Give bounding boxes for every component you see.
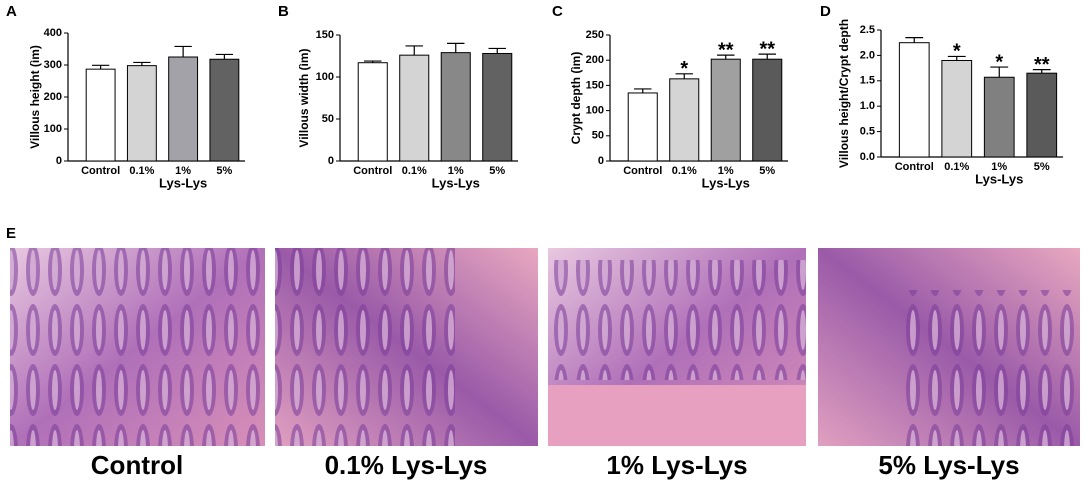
y-axis-label: Villous height/Crypt depth (837, 19, 851, 168)
x-tick-label: 5% (489, 165, 505, 177)
y-tick-label: 150 (316, 29, 334, 41)
x-axis-label: Lys-Lys (975, 171, 1023, 186)
image-texture (548, 260, 806, 380)
y-tick-label: 2.5 (860, 24, 875, 36)
panel-label: A (6, 3, 17, 20)
image-caption: 0.1% Lys-Lys (325, 450, 488, 480)
bar (126, 65, 157, 162)
y-tick-label: 0 (598, 155, 604, 167)
bar (482, 52, 513, 162)
significance: * (680, 58, 688, 80)
panel-label: D (820, 3, 831, 20)
x-axis-label: Lys-Lys (702, 175, 750, 190)
y-tick-label: 100 (586, 105, 604, 117)
bar (168, 56, 199, 162)
y-axis-label: Villous width (ìm) (297, 48, 311, 147)
x-tick-label: Control (623, 165, 662, 177)
y-tick-label: 50 (322, 113, 334, 125)
x-tick-label: 5% (759, 165, 775, 177)
bar (1026, 72, 1058, 158)
bar (627, 92, 658, 162)
x-tick-label: 0.1% (672, 165, 697, 177)
x-tick-label: 5% (1034, 161, 1050, 173)
image-texture (900, 290, 1080, 446)
bar (941, 59, 973, 158)
x-tick-label: Control (895, 161, 934, 173)
image-caption: 1% Lys-Lys (606, 450, 747, 480)
bar (710, 58, 741, 162)
image-caption: Control (91, 450, 183, 480)
significance: ** (1034, 54, 1050, 76)
bar (209, 58, 240, 162)
bar (85, 68, 116, 162)
y-tick-label: 150 (586, 79, 604, 91)
y-tick-label: 1.5 (860, 75, 875, 87)
x-tick-label: 1% (175, 165, 191, 177)
y-tick-label: 1.0 (860, 100, 875, 112)
y-tick-label: 2.0 (860, 49, 875, 61)
y-tick-label: 0.0 (860, 151, 875, 163)
histology-images (10, 248, 1080, 446)
y-tick-label: 0.5 (860, 126, 875, 138)
bar (983, 76, 1015, 158)
bar (898, 42, 930, 158)
image-texture (10, 248, 265, 446)
significance: ** (718, 39, 734, 61)
image-caption: 5% Lys-Lys (878, 450, 1019, 480)
bar (357, 62, 388, 162)
bar (440, 52, 471, 162)
y-tick-label: 250 (586, 29, 604, 41)
x-axis-label: Lys-Lys (432, 175, 480, 190)
y-axis-label: Crypt depth (ìm) (569, 52, 583, 145)
x-tick-label: 0.1% (944, 161, 969, 173)
image-texture (275, 248, 455, 446)
panel-label: E (6, 225, 16, 242)
x-tick-label: 0.1% (402, 165, 427, 177)
y-tick-label: 100 (316, 71, 334, 83)
significance: ** (759, 38, 775, 60)
bar (399, 54, 430, 162)
y-tick-label: 400 (44, 27, 62, 39)
y-tick-label: 50 (592, 130, 604, 142)
y-tick-label: 200 (44, 91, 62, 103)
image-muscle (548, 385, 806, 446)
y-tick-label: 100 (44, 123, 62, 135)
significance: * (995, 51, 1003, 73)
x-axis-label: Lys-Lys (159, 175, 207, 190)
bar (669, 78, 700, 162)
y-tick-label: 0 (328, 155, 334, 167)
x-tick-label: Control (81, 165, 120, 177)
y-tick-label: 0 (56, 155, 62, 167)
x-tick-label: Control (353, 165, 392, 177)
y-axis-label: Villous height (ìm) (28, 45, 42, 149)
x-tick-label: 5% (216, 165, 232, 177)
significance: * (953, 41, 961, 63)
x-tick-label: 1% (991, 161, 1007, 173)
y-tick-label: 200 (586, 54, 604, 66)
panel-label: C (552, 3, 563, 20)
bar (752, 58, 783, 162)
x-tick-label: 1% (448, 165, 464, 177)
y-tick-label: 300 (44, 59, 62, 71)
panel-label: B (278, 3, 289, 20)
x-tick-label: 1% (718, 165, 734, 177)
x-tick-label: 0.1% (129, 165, 154, 177)
